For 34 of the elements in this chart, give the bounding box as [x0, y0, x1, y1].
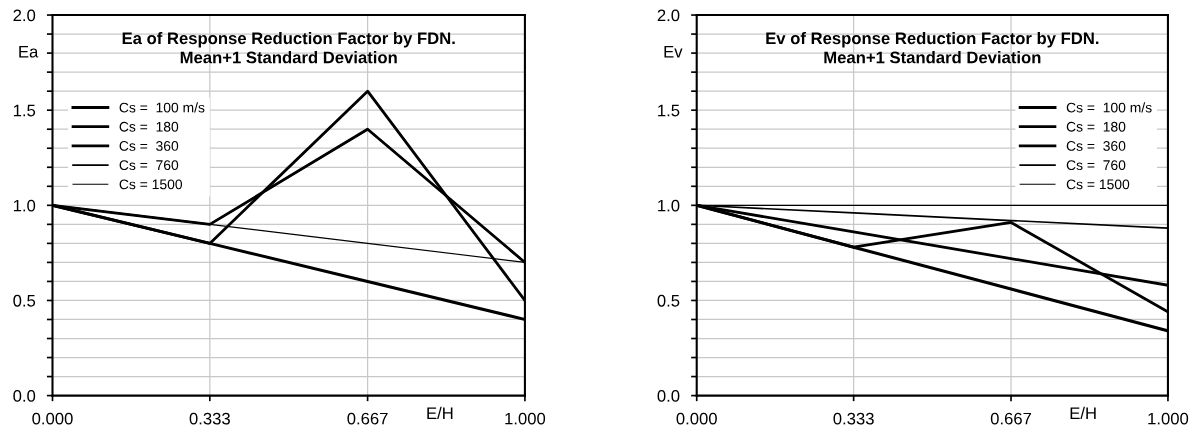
legend-label: Cs = 760	[1066, 160, 1126, 171]
legend-label: Cs = 360	[1066, 141, 1126, 151]
x-tick-label: 0.333	[189, 412, 230, 425]
x-tick-label: 0.667	[347, 412, 388, 425]
x-tick-label: 1.000	[505, 412, 546, 425]
y-tick-label: 1.5	[13, 104, 36, 117]
y-tick-label: 1.5	[658, 104, 680, 117]
y-tick-label: 2.0	[657, 9, 680, 22]
y-tick-label: 1.0	[658, 199, 680, 212]
legend-label: Cs = 100 m/s	[119, 102, 205, 113]
y-tick-label: 1.0	[13, 199, 36, 212]
x-axis-title: E/H	[1070, 406, 1096, 420]
legend-label: Cs = 100 m/s	[1066, 102, 1152, 113]
y-axis-title: Ea	[19, 45, 39, 58]
x-tick-label: 0.000	[676, 412, 717, 425]
legend-label: Cs = 360	[119, 141, 179, 151]
y-tick-label: 0.0	[13, 390, 36, 402]
x-tick-label: 0.000	[32, 412, 73, 425]
x-tick-label: 0.667	[990, 412, 1032, 425]
legend-label: Cs = 180	[1066, 121, 1126, 132]
y-tick-label: 2.0	[13, 9, 36, 22]
x-axis-title: E/H	[427, 406, 453, 420]
legend-label: Cs = 180	[119, 121, 179, 132]
y-tick-label: 0.5	[13, 294, 36, 307]
y-tick-label: 0.5	[657, 294, 680, 307]
legend-label: Cs = 760	[119, 160, 179, 171]
text: Ea of Response Reduction Factor by FDN. Mean+1 Standard Deviation	[122, 31, 455, 64]
text: Ev of Response Reduction Factor by FDN. Mean+1 Standard Deviation	[766, 31, 1099, 64]
y-tick-label: 0.0	[657, 390, 680, 402]
legend-label: Cs = 1500	[119, 179, 183, 190]
legend-label: Cs = 1500	[1066, 179, 1130, 190]
y-axis-title: Ev	[664, 45, 683, 58]
x-tick-label: 0.333	[833, 412, 874, 425]
x-tick-label: 1.000	[1148, 412, 1189, 425]
